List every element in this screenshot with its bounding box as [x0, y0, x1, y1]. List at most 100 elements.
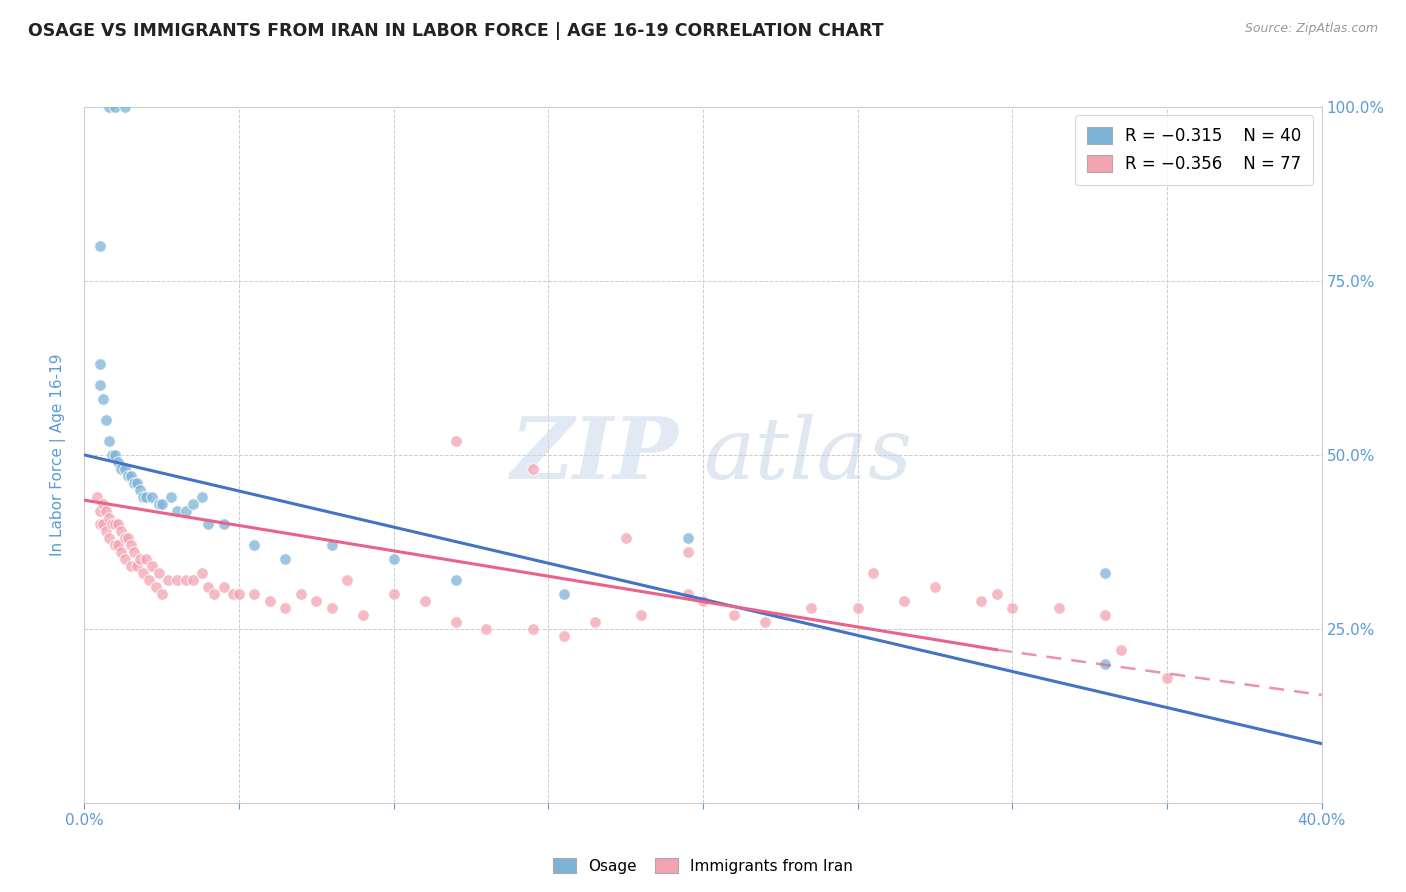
Point [91, 497, 114, 511]
Point [382, 587, 405, 601]
Point [166, 503, 188, 517]
Point [893, 594, 915, 608]
Point [212, 580, 235, 594]
Point [86, 490, 108, 504]
Point [98, 510, 121, 524]
Legend: Osage, Immigrants from Iran: Osage, Immigrants from Iran [547, 852, 859, 880]
Point [553, 587, 575, 601]
Point [1109, 642, 1132, 657]
Point [120, 468, 142, 483]
Legend: R = −0.315    N = 40, R = −0.356    N = 77: R = −0.315 N = 40, R = −0.356 N = 77 [1076, 115, 1313, 185]
Point [89, 358, 111, 372]
Point [120, 538, 142, 552]
Point [274, 601, 297, 615]
Point [1094, 657, 1116, 671]
Point [352, 607, 374, 622]
Point [148, 497, 170, 511]
Point [723, 607, 745, 622]
Point [212, 517, 235, 532]
Point [336, 573, 359, 587]
Point [191, 566, 214, 581]
Point [692, 594, 714, 608]
Point [475, 622, 498, 636]
Point [191, 490, 214, 504]
Point [148, 566, 170, 581]
Point [129, 552, 152, 566]
Point [676, 532, 699, 546]
Point [444, 434, 467, 448]
Point [522, 622, 544, 636]
Point [846, 601, 869, 615]
Y-axis label: In Labor Force | Age 16-19: In Labor Force | Age 16-19 [49, 353, 66, 557]
Point [114, 552, 136, 566]
Point [89, 378, 111, 392]
Point [156, 573, 179, 587]
Point [614, 532, 637, 546]
Point [110, 462, 132, 476]
Point [114, 532, 136, 546]
Point [150, 587, 173, 601]
Point [125, 475, 148, 490]
Point [522, 462, 544, 476]
Point [104, 517, 127, 532]
Point [321, 538, 343, 552]
Point [107, 517, 129, 532]
Point [1001, 601, 1024, 615]
Point [676, 587, 699, 601]
Point [107, 455, 129, 469]
Point [176, 503, 198, 517]
Point [89, 503, 111, 517]
Point [129, 483, 152, 497]
Point [122, 475, 145, 490]
Text: Source: ZipAtlas.com: Source: ZipAtlas.com [1244, 22, 1378, 36]
Point [91, 392, 114, 407]
Point [1094, 607, 1116, 622]
Point [222, 587, 245, 601]
Point [259, 594, 281, 608]
Point [553, 629, 575, 643]
Point [120, 559, 142, 574]
Point [630, 607, 652, 622]
Point [176, 573, 198, 587]
Point [104, 448, 127, 462]
Point [181, 497, 204, 511]
Point [228, 587, 250, 601]
Point [924, 580, 946, 594]
Point [98, 434, 121, 448]
Point [321, 601, 343, 615]
Point [181, 573, 204, 587]
Point [141, 490, 163, 504]
Point [754, 615, 776, 629]
Point [202, 587, 225, 601]
Point [986, 587, 1008, 601]
Point [117, 532, 139, 546]
Point [197, 580, 219, 594]
Point [98, 532, 121, 546]
Point [138, 573, 160, 587]
Point [290, 587, 312, 601]
Point [305, 594, 328, 608]
Point [150, 497, 173, 511]
Point [101, 448, 124, 462]
Point [89, 517, 111, 532]
Point [114, 462, 136, 476]
Point [145, 580, 167, 594]
Point [197, 517, 219, 532]
Text: atlas: atlas [703, 414, 912, 496]
Point [104, 100, 127, 114]
Point [862, 566, 884, 581]
Point [243, 538, 266, 552]
Point [125, 559, 148, 574]
Point [800, 601, 823, 615]
Point [104, 538, 127, 552]
Point [94, 413, 117, 427]
Point [98, 100, 121, 114]
Point [583, 615, 606, 629]
Point [274, 552, 297, 566]
Point [1156, 671, 1178, 685]
Text: ZIP: ZIP [510, 413, 678, 497]
Point [132, 490, 155, 504]
Point [1047, 601, 1070, 615]
Point [135, 490, 157, 504]
Point [122, 545, 145, 559]
